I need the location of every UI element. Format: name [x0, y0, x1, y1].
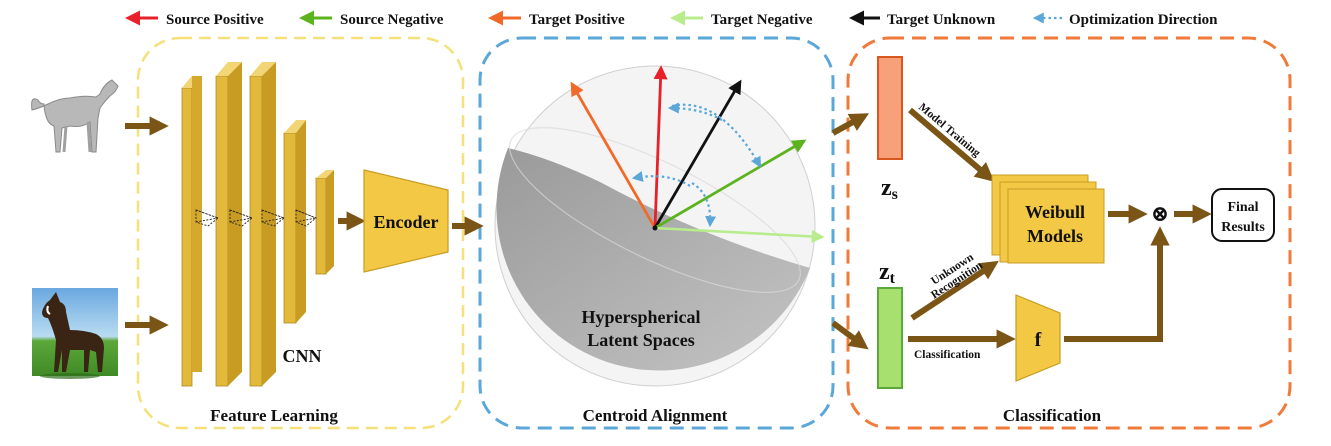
conv-kernel-icons: [195, 209, 317, 227]
legend-source-negative-label: Source Negative: [340, 12, 444, 28]
f-label: f: [1035, 329, 1042, 351]
zs-feature-bar: [877, 56, 903, 160]
legend-target-negative: Target Negative: [670, 10, 813, 28]
zs-label: zs: [881, 175, 898, 203]
sphere-label-line1: Hyperspherical: [582, 307, 701, 327]
element-wise-product-symbol: ⊗: [1151, 201, 1169, 226]
zt-label: zt: [879, 259, 896, 287]
target-horse-image: [32, 288, 118, 379]
stage-label-feature-learning: Feature Learning: [210, 406, 338, 425]
cnn-layer-2: [215, 62, 242, 387]
cnn-layer-3: [249, 62, 276, 387]
legend-source-positive: Source Positive: [125, 10, 264, 28]
cnn-label: CNN: [283, 346, 322, 366]
cnn-layers: [181, 62, 334, 387]
weibull-models-block: Weibull Models: [991, 174, 1105, 264]
legend-target-unknown-label: Target Unknown: [887, 12, 996, 28]
weibull-label-line2: Models: [1027, 226, 1083, 246]
final-results-box: Final Results: [1211, 188, 1275, 242]
legend-source-negative: Source Negative: [299, 10, 444, 28]
zt-feature-bar: [877, 287, 903, 389]
stage-label-centroid-alignment: Centroid Alignment: [583, 406, 728, 425]
legend-target-unknown: Target Unknown: [849, 10, 996, 28]
legend-optimization-direction-label: Optimization Direction: [1069, 12, 1218, 28]
source-positive-vector: [653, 65, 668, 229]
legend-target-negative-label: Target Negative: [711, 12, 813, 28]
optimization-arc-mid: [691, 182, 717, 228]
encoder-block: Encoder: [363, 169, 449, 273]
hypersphere: Hyperspherical Latent Spaces: [494, 65, 825, 387]
source-negative-vector: [654, 139, 807, 230]
feature-learning-box: [136, 36, 465, 430]
cnn-layer-5: [315, 170, 334, 275]
legend: Source Positive Source Negative Target P…: [125, 10, 1218, 28]
legend-optimization-direction: Optimization Direction: [1032, 12, 1218, 28]
final-results-line1: Final: [1227, 200, 1258, 215]
target-positive-vector: [570, 81, 657, 229]
encoder-label: Encoder: [374, 212, 439, 232]
model-training-arrow: [908, 107, 995, 182]
cnn-layer-1: [181, 76, 202, 387]
target-negative-vector: [654, 226, 825, 243]
sphere-to-zt-arrow: [831, 320, 869, 350]
model-training-label: Model Training: [916, 101, 983, 160]
classification-arrow-label: Classification: [914, 349, 981, 361]
classification-box: [846, 36, 1292, 430]
sphere-label-line2: Latent Spaces: [587, 330, 695, 350]
weibull-label-line1: Weibull: [1025, 202, 1085, 222]
legend-target-positive-label: Target Positive: [529, 12, 625, 28]
target-unknown-vector: [653, 79, 742, 229]
legend-target-positive: Target Positive: [488, 10, 625, 28]
source-horse-image: [31, 79, 119, 153]
unknown-recognition-arrow: [910, 260, 999, 321]
f-classifier-block: f: [1015, 294, 1061, 382]
legend-source-positive-label: Source Positive: [166, 12, 264, 28]
f-to-otimes-arrow: [1064, 226, 1170, 342]
cnn-layer-4: [283, 120, 306, 324]
final-results-line2: Results: [1221, 220, 1265, 235]
sphere-to-zs-arrow: [831, 113, 870, 136]
stage-label-classification: Classification: [1003, 406, 1102, 425]
